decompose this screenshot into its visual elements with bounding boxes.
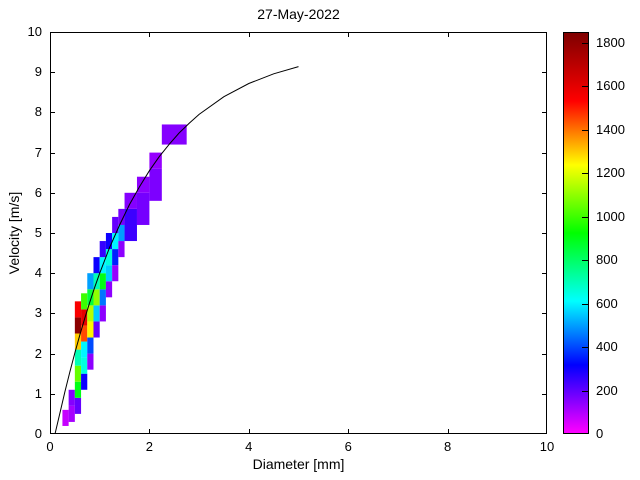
colorbar-tick-mark bbox=[582, 347, 588, 349]
colorbar-tick-label: 400 bbox=[596, 339, 618, 355]
heatmap-cell bbox=[118, 224, 125, 242]
chart-title: 27-May-2022 bbox=[257, 6, 340, 22]
heatmap-cell bbox=[87, 305, 94, 322]
heatmap-cell bbox=[112, 265, 119, 282]
heatmap-cell bbox=[118, 241, 125, 258]
heatmap-cell bbox=[81, 373, 88, 390]
colorbar-tick-label: 1600 bbox=[596, 78, 625, 94]
colorbar-tick-mark bbox=[582, 129, 588, 131]
heatmap-cell bbox=[81, 341, 88, 358]
x-tick-label: 8 bbox=[443, 439, 452, 454]
heatmap-cell bbox=[87, 321, 94, 338]
x-tick-label: 2 bbox=[145, 439, 153, 454]
heatmap-cell bbox=[99, 305, 106, 322]
y-tick-label: 8 bbox=[34, 104, 42, 120]
heatmap-cell bbox=[68, 389, 75, 406]
heatmap-cell bbox=[105, 281, 113, 298]
heatmap-cell bbox=[74, 317, 82, 334]
x-tick-label: 0 bbox=[46, 439, 54, 454]
heatmap-cell bbox=[74, 397, 82, 414]
heatmap-cell bbox=[136, 176, 150, 193]
colorbar-tick-label: 1400 bbox=[596, 121, 625, 137]
y-tick-label: 7 bbox=[34, 144, 42, 160]
heatmap-cell bbox=[74, 301, 82, 318]
y-tick-label: 4 bbox=[34, 265, 42, 281]
heatmap-cell bbox=[105, 265, 113, 282]
heatmap-cell bbox=[149, 168, 162, 201]
heatmap-cell bbox=[62, 409, 69, 426]
colorbar-tick-label: 600 bbox=[596, 295, 618, 311]
colorbar-tick-label: 1800 bbox=[596, 34, 625, 50]
plot-area bbox=[50, 32, 547, 434]
heatmap-cell bbox=[118, 208, 125, 225]
heatmap-cell bbox=[87, 289, 94, 306]
heatmap-cell bbox=[81, 357, 88, 374]
colorbar-tick-label: 1200 bbox=[596, 165, 625, 181]
colorbar-tick-mark bbox=[582, 303, 588, 305]
colorbar-tick-mark bbox=[582, 173, 588, 175]
heatmap-cell bbox=[74, 365, 82, 382]
heatmap-cell bbox=[105, 233, 113, 250]
heatmap-svg bbox=[50, 32, 547, 434]
x-tick-label: 10 bbox=[539, 439, 555, 454]
heatmap-cell bbox=[112, 216, 119, 233]
colorbar-tick-label: 800 bbox=[596, 252, 618, 268]
colorbar-tick-label: 0 bbox=[596, 426, 604, 441]
heatmap-cell bbox=[74, 349, 82, 366]
heatmap-cell bbox=[74, 381, 82, 398]
heatmap-cell bbox=[81, 293, 88, 310]
terminal-velocity-curve bbox=[54, 66, 299, 434]
heatmap-cell bbox=[124, 208, 137, 242]
heatmap-cell bbox=[161, 124, 187, 145]
colorbar-tick-mark bbox=[582, 433, 588, 434]
x-tick-label: 4 bbox=[245, 439, 253, 454]
heatmap-cell bbox=[87, 353, 94, 370]
colorbar-tick-label: 200 bbox=[596, 382, 618, 398]
colorbar-tick-mark bbox=[582, 260, 588, 262]
y-tick-label: 2 bbox=[34, 345, 42, 361]
heatmap-cell bbox=[81, 309, 88, 326]
heatmap-cell bbox=[105, 249, 113, 266]
y-tick-label: 3 bbox=[34, 305, 42, 321]
colorbar-tick-mark bbox=[582, 42, 588, 44]
y-tick-label: 10 bbox=[27, 24, 42, 39]
colorbar-tick-mark bbox=[582, 216, 588, 218]
x-tick-label: 6 bbox=[344, 439, 352, 454]
y-tick-label: 1 bbox=[34, 385, 42, 401]
y-tick-label: 6 bbox=[34, 184, 42, 200]
heatmap-cell bbox=[99, 241, 106, 258]
heatmap-cell bbox=[136, 192, 150, 225]
heatmap-cell bbox=[99, 289, 106, 306]
x-axis-label: Diameter [mm] bbox=[252, 456, 345, 472]
y-tick-label: 5 bbox=[34, 225, 42, 240]
colorbar bbox=[563, 32, 589, 434]
heatmap-cell bbox=[93, 305, 100, 322]
heatmap-cell bbox=[87, 337, 94, 354]
heatmap-cell bbox=[93, 321, 100, 338]
colorbar-tick-label: 1000 bbox=[596, 208, 625, 224]
heatmap-cell bbox=[68, 405, 75, 422]
heatmap-cell bbox=[93, 257, 100, 274]
heatmap-cell bbox=[112, 233, 119, 250]
heatmap-cell bbox=[81, 325, 88, 342]
heatmap-cell bbox=[112, 249, 119, 266]
heatmap-cell bbox=[99, 273, 106, 290]
heatmap-cell bbox=[87, 273, 94, 290]
colorbar-tick-mark bbox=[582, 86, 588, 88]
y-tick-label: 0 bbox=[34, 426, 42, 441]
heatmap-cell bbox=[93, 289, 100, 306]
colorbar-tick-mark bbox=[582, 390, 588, 392]
y-tick-label: 9 bbox=[34, 64, 42, 80]
